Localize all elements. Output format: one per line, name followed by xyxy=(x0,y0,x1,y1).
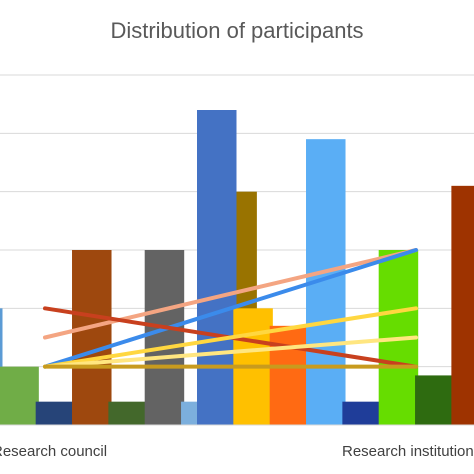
bar xyxy=(197,110,237,425)
bar xyxy=(342,401,382,425)
bar xyxy=(451,185,474,425)
bar-group xyxy=(0,110,474,426)
bar xyxy=(415,375,455,425)
bar xyxy=(269,325,310,425)
bar xyxy=(35,401,76,425)
bar xyxy=(108,401,148,425)
chart-title: Distribution of participants xyxy=(110,18,364,43)
x-tick-label: Research institutions xyxy=(342,443,474,460)
series-line xyxy=(43,248,418,369)
series-line xyxy=(43,306,418,369)
series-line xyxy=(43,335,418,369)
line-group xyxy=(43,248,418,369)
series-line xyxy=(43,248,418,340)
bar xyxy=(144,250,185,425)
x-tick-label: Research council xyxy=(0,443,107,460)
bar xyxy=(72,250,112,425)
bar xyxy=(0,366,39,425)
x-axis-labels: Research council Research institutions xyxy=(0,443,474,460)
